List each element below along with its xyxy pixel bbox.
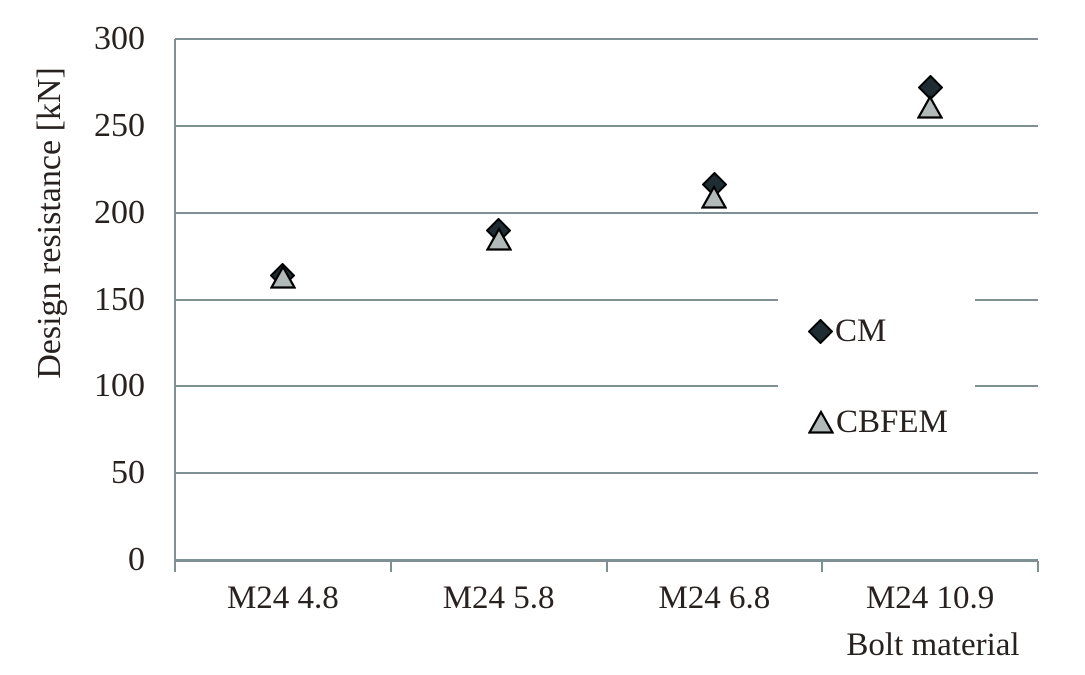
legend-label-cbfem: CBFEM <box>836 403 948 440</box>
y-tick-label: 0 <box>128 541 145 578</box>
gridline <box>175 385 1038 387</box>
x-axis-tick <box>1037 561 1039 572</box>
y-tick-label: 50 <box>111 454 145 491</box>
triangle-marker-icon <box>701 185 727 209</box>
data-point-cbfem-m24-10.9 <box>917 95 943 119</box>
y-tick-label: 150 <box>94 281 145 318</box>
gridline <box>175 212 1038 214</box>
x-axis-title: Bolt material <box>846 627 1020 663</box>
y-tick-label: 200 <box>94 194 145 231</box>
x-category-label: M24 5.8 <box>442 580 555 616</box>
triangle-marker-icon <box>917 95 943 119</box>
legend-item-cm: CM <box>808 307 886 355</box>
x-category-label: M24 6.8 <box>658 580 771 616</box>
legend: CM CBFEM <box>778 289 975 451</box>
triangle-marker-icon <box>270 265 296 289</box>
data-point-cbfem-m24-6.8 <box>701 185 727 209</box>
x-category-label: M24 4.8 <box>226 580 339 616</box>
x-axis-tick <box>821 561 823 572</box>
triangle-marker-icon <box>808 410 834 434</box>
x-axis-tick <box>174 561 176 572</box>
gridline <box>175 299 1038 301</box>
triangle-marker-icon <box>486 227 512 251</box>
x-category-label: M24 10.9 <box>865 580 995 616</box>
data-point-cbfem-m24-5.8 <box>486 227 512 251</box>
y-axis-line <box>174 39 176 562</box>
plot-top-border <box>175 38 1038 40</box>
gridline <box>175 125 1038 127</box>
data-point-cbfem-m24-4.8 <box>270 265 296 289</box>
x-axis-tick <box>606 561 608 572</box>
y-tick-label: 100 <box>94 367 145 404</box>
legend-label-cm: CM <box>835 312 887 349</box>
diamond-marker-icon <box>808 318 833 344</box>
x-axis-tick <box>390 561 392 572</box>
gridline <box>175 472 1038 474</box>
legend-item-cbfem: CBFEM <box>808 398 948 446</box>
y-tick-label: 300 <box>94 20 145 57</box>
y-tick-label: 250 <box>94 107 145 144</box>
x-axis-line <box>175 559 1038 562</box>
